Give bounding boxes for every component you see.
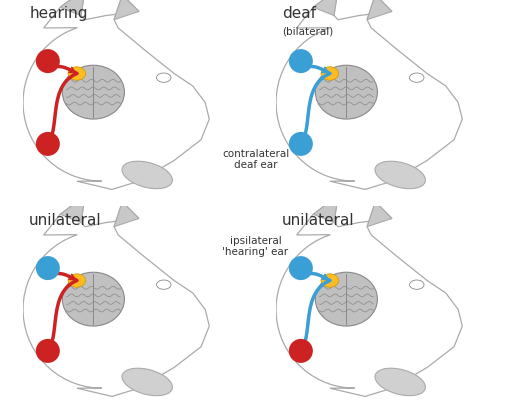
- Polygon shape: [114, 0, 139, 21]
- Ellipse shape: [62, 273, 124, 326]
- Ellipse shape: [320, 274, 338, 287]
- Ellipse shape: [122, 162, 172, 189]
- Circle shape: [36, 339, 60, 363]
- Polygon shape: [275, 0, 462, 190]
- Ellipse shape: [320, 68, 338, 81]
- Circle shape: [36, 133, 60, 157]
- Ellipse shape: [374, 368, 425, 396]
- Text: (bilateral): (bilateral): [282, 27, 333, 37]
- Text: unilateral: unilateral: [282, 213, 354, 228]
- Polygon shape: [366, 202, 391, 227]
- Ellipse shape: [315, 66, 377, 120]
- Ellipse shape: [315, 273, 377, 326]
- Circle shape: [288, 256, 312, 280]
- Polygon shape: [60, 196, 85, 223]
- Circle shape: [36, 50, 60, 74]
- Circle shape: [36, 256, 60, 280]
- Ellipse shape: [156, 280, 171, 290]
- Circle shape: [288, 50, 312, 74]
- Ellipse shape: [122, 368, 172, 396]
- Text: ipsilateral
'hearing' ear: ipsilateral 'hearing' ear: [222, 235, 288, 256]
- Polygon shape: [23, 0, 209, 190]
- Ellipse shape: [156, 74, 171, 83]
- Polygon shape: [275, 196, 462, 396]
- Text: contralateral
deaf ear: contralateral deaf ear: [222, 148, 288, 170]
- Circle shape: [288, 133, 312, 157]
- Polygon shape: [23, 196, 209, 396]
- Ellipse shape: [62, 66, 124, 120]
- Ellipse shape: [68, 274, 85, 287]
- Polygon shape: [313, 0, 337, 17]
- Polygon shape: [60, 0, 85, 17]
- Polygon shape: [114, 202, 139, 227]
- Circle shape: [288, 339, 312, 363]
- Ellipse shape: [68, 68, 85, 81]
- Ellipse shape: [409, 280, 423, 290]
- Text: unilateral: unilateral: [29, 213, 102, 228]
- Polygon shape: [366, 0, 391, 21]
- Text: deaf: deaf: [282, 6, 316, 21]
- Ellipse shape: [409, 74, 423, 83]
- Polygon shape: [313, 196, 337, 223]
- Ellipse shape: [374, 162, 425, 189]
- Text: hearing: hearing: [29, 6, 87, 21]
